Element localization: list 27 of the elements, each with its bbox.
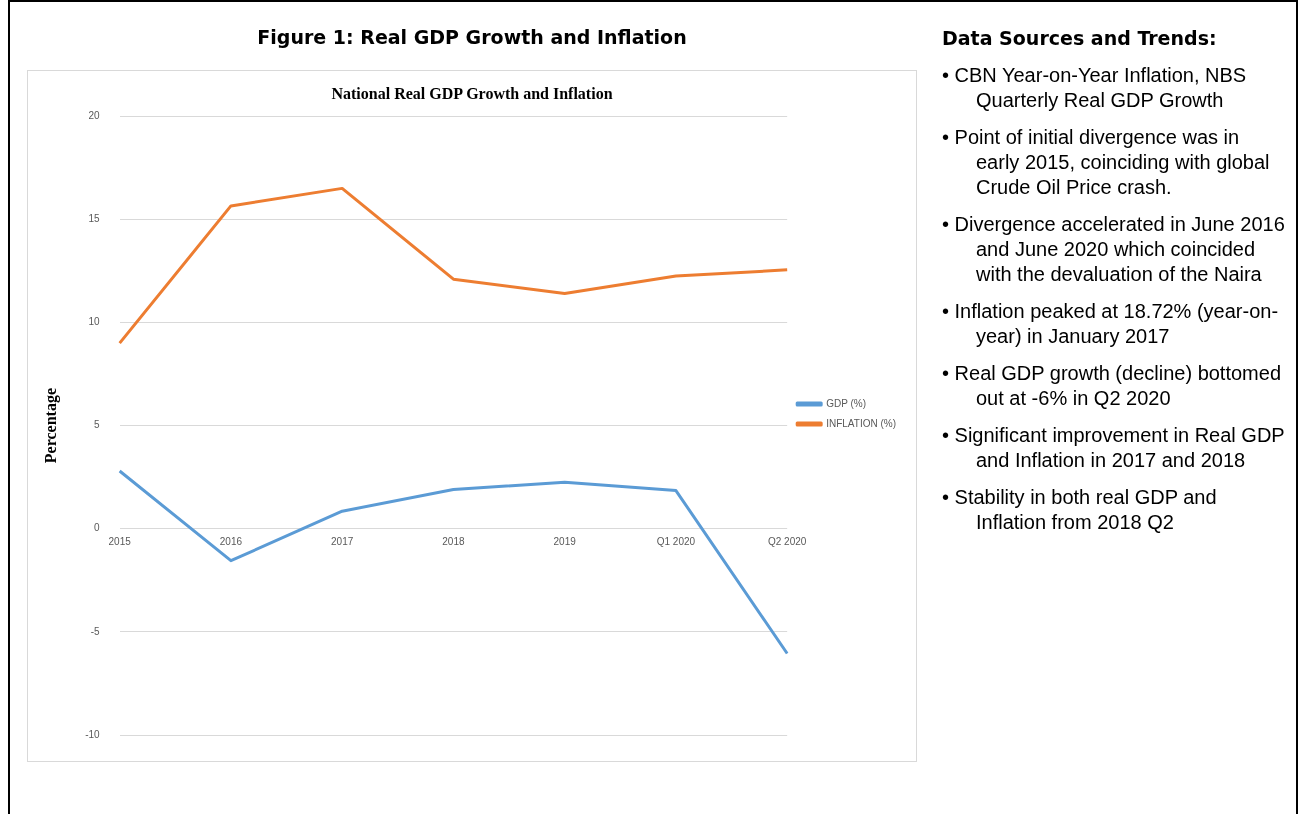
- y-tick-label: -5: [90, 625, 101, 637]
- y-tick-label: -10: [85, 728, 101, 740]
- y-tick-label: 5: [94, 419, 101, 431]
- x-tick-label: 2015: [108, 536, 132, 548]
- legend-label: GDP (%): [826, 397, 867, 409]
- y-axis-title: Percentage: [41, 387, 60, 464]
- legend-label: INFLATION (%): [826, 417, 897, 429]
- text: • Inflation peaked at 18.72% (year-on-year) in January 2017: [942, 299, 1280, 349]
- text: • Stability in both real GDP and Inflation from 2018 Q2: [942, 485, 1218, 535]
- text: Data Sources and Trends:: [942, 26, 1218, 51]
- chart-subtitle: National Real GDP Growth and Inflation: [331, 84, 613, 102]
- text: • Divergence accelerated in June 2016 and June 2020 which coincided with the devaluation of the Naira: [942, 212, 1286, 287]
- x-tick-label: 2017: [331, 536, 354, 548]
- text: • CBN Year-on-Year Inflation, NBS Quarterly Real GDP Growth: [942, 63, 1248, 113]
- y-tick-label: 15: [88, 213, 101, 225]
- x-tick-label: 2016: [219, 536, 243, 548]
- x-tick-label: Q2 2020: [768, 536, 807, 548]
- text: • Real GDP growth (decline) bottomed out at -6% in Q2 2020: [942, 361, 1282, 411]
- x-tick-label: Q1 2020: [656, 536, 696, 548]
- x-tick-label: 2018: [442, 536, 465, 548]
- y-tick-label: 10: [88, 316, 101, 328]
- text: • Significant improvement in Real GDP and Inflation in 2017 and 2018: [942, 423, 1286, 473]
- text: • Point of initial divergence was in early 2015, coinciding with global Crude Oil Price crash.: [942, 125, 1271, 200]
- y-tick-label: 0: [94, 522, 101, 534]
- y-tick-label: 20: [88, 109, 101, 121]
- chart-title: Figure 1: Real GDP Growth and Inflation: [256, 26, 688, 48]
- x-tick-label: 2019: [553, 536, 577, 548]
